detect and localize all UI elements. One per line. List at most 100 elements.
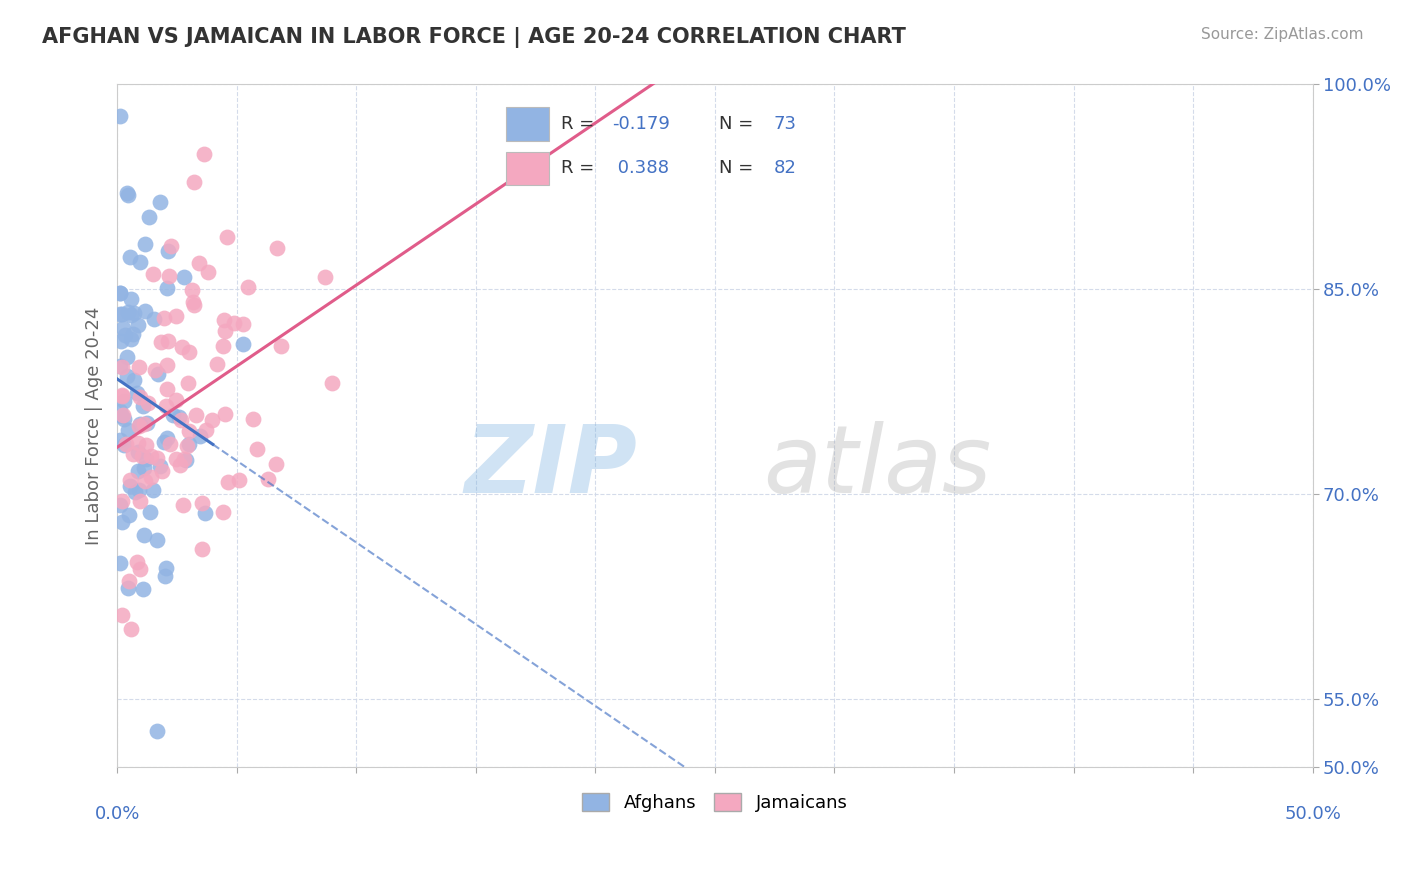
Point [187,256,209,270]
Point [184,408,207,422]
Point [141,470,163,484]
Point [117,305,139,319]
Point [117,188,139,202]
Point [266,457,288,471]
Point [117,581,139,595]
Point [108,109,131,123]
Point [222,316,245,330]
Point [191,496,214,510]
Point [157,334,180,348]
Point [135,452,157,467]
Point [217,475,239,489]
Point [212,313,235,327]
Point [129,494,152,508]
Point [112,438,135,452]
Point [194,506,217,520]
Point [108,285,131,300]
Point [128,483,150,498]
Point [122,326,145,341]
Point [139,505,162,519]
Point [142,483,165,497]
Text: AFGHAN VS JAMAICAN IN LABOR FORCE | AGE 20-24 CORRELATION CHART: AFGHAN VS JAMAICAN IN LABOR FORCE | AGE … [42,27,905,48]
Point [177,437,200,451]
Point [321,376,343,391]
Point [170,340,193,354]
Point [159,437,181,451]
Point [211,505,233,519]
Point [135,437,157,451]
Point [155,281,177,295]
Point [122,306,145,320]
Point [118,574,141,588]
Point [111,307,134,321]
Point [177,425,200,439]
Point [125,386,148,401]
Point [128,390,150,404]
Point [270,339,292,353]
Point [114,412,136,426]
Point [314,269,336,284]
Point [181,294,204,309]
Point [111,360,134,375]
Point [150,335,173,350]
Point [132,417,155,432]
Point [117,368,139,383]
Point [120,292,142,306]
Point [108,499,131,513]
Point [146,724,169,739]
Point [183,175,205,189]
Point [115,186,138,200]
Point [127,318,149,333]
Point [141,449,163,463]
Point [118,250,141,264]
Point [174,453,197,467]
Point [127,445,149,459]
Point [128,562,150,576]
Point [153,435,176,450]
Point [165,392,187,407]
Point [115,436,138,450]
Point [165,451,187,466]
Point [167,409,190,424]
Point [108,307,131,321]
Point [127,464,149,478]
Point [173,270,195,285]
Point [155,569,177,583]
Point [170,412,193,426]
Point [146,450,169,465]
Point [146,533,169,547]
Point [136,396,159,410]
Point [162,408,184,422]
Point [214,324,236,338]
Point [142,312,165,326]
Point [148,194,170,209]
Point [110,409,132,423]
Point [121,308,143,322]
Point [150,464,173,478]
Point [156,382,179,396]
Point [110,334,132,349]
Text: Source: ZipAtlas.com: Source: ZipAtlas.com [1201,27,1364,42]
Point [148,367,170,381]
Text: ZIP: ZIP [464,421,637,513]
Point [132,582,155,596]
Point [155,358,177,372]
Point [124,485,146,500]
Point [136,417,159,431]
Point [228,473,250,487]
Point [108,285,131,300]
Point [165,309,187,323]
Point [193,146,215,161]
Point [138,210,160,224]
Point [134,474,156,488]
Point [214,407,236,421]
Point [246,442,269,456]
Point [108,557,131,571]
Legend: Afghans, Jamaicans: Afghans, Jamaicans [575,786,855,820]
Point [257,472,280,486]
Point [128,360,150,375]
Point [111,321,134,335]
Point [132,460,155,475]
Point [242,411,264,425]
Point [215,230,238,244]
